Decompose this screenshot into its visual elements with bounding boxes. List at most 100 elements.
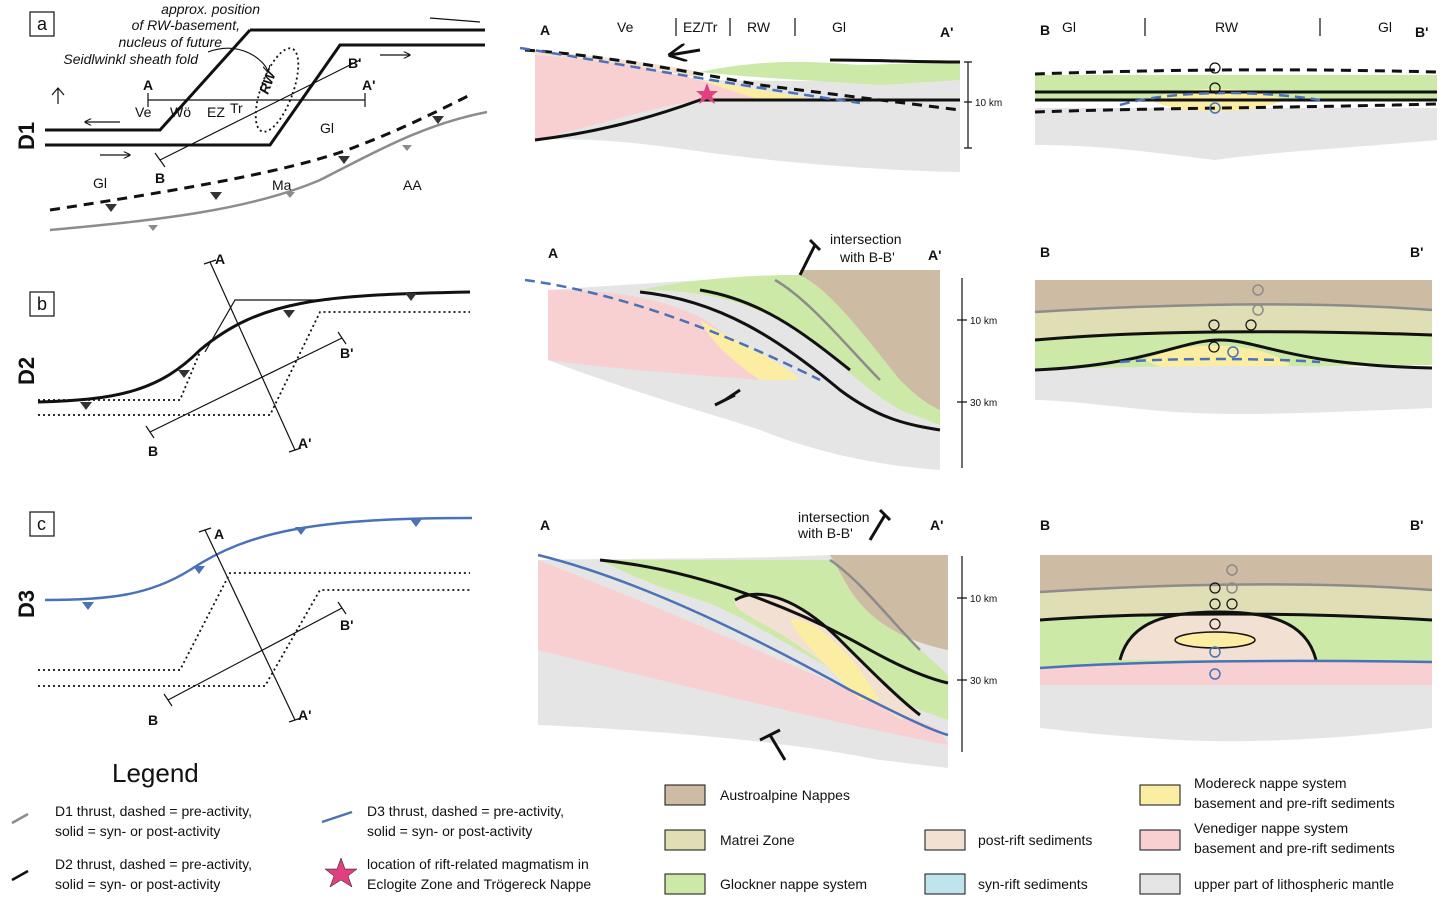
map-c-end-b: B — [148, 712, 158, 728]
map-a-end-aprime: A' — [362, 77, 375, 93]
legend-star-icon — [324, 857, 358, 888]
legend-d3-line — [321, 810, 353, 824]
s1-zone-eztr: EZ/Tr — [683, 19, 718, 35]
legend-d1-1: D1 thrust, dashed = pre-activity, — [55, 803, 252, 819]
map-label-ma: Ma — [272, 177, 292, 193]
legend-postrift: post-rift sediments — [978, 832, 1092, 848]
legend-venediger-1: Venediger nappe system — [1194, 820, 1348, 836]
s3-scale-10km: 10 km — [970, 316, 997, 327]
s1-modereck — [700, 80, 820, 100]
shear-arrow-1 — [429, 17, 481, 23]
panel-letter-a: a — [37, 14, 48, 34]
d1-outline-map-b — [204, 299, 330, 353]
s5-intersection-2: with B-B' — [797, 525, 853, 541]
section-line-bb — [159, 59, 361, 161]
s3-intersection-1: intersection — [830, 231, 902, 247]
s5-scale-30km: 30 km — [970, 676, 997, 687]
panel-letter-b: b — [37, 294, 47, 314]
map-b-end-bprime: B' — [340, 345, 353, 361]
s3-intersection-2: with B-B' — [839, 249, 895, 265]
s4-end-bprime: B' — [1410, 244, 1423, 260]
legend-swatch-glockner — [664, 873, 706, 895]
section-aa-d3: A A' intersection with B-B' 10 km 30 km — [537, 508, 997, 768]
legend-d1-2: solid = syn- or post-activity — [55, 823, 220, 839]
row-label-d2: D2 — [14, 357, 39, 385]
s1-zone-ve: Ve — [617, 19, 634, 35]
panel-letter-box-a — [29, 11, 55, 37]
map-label-ez: EZ — [207, 104, 225, 120]
d3-thrust-map-c — [44, 516, 473, 602]
s1-zone-rw: RW — [747, 19, 771, 35]
map-label-gl2: Gl — [93, 175, 107, 191]
s3-scale-30km: 30 km — [970, 398, 997, 409]
map-c-end-bprime: B' — [340, 617, 353, 633]
map-label-gl1: Gl — [320, 120, 334, 136]
map-b-end-aprime: A' — [298, 435, 311, 451]
s1-end-aprime: A' — [940, 24, 953, 40]
panel-letter-c: c — [37, 514, 46, 534]
s5-end-a: A — [540, 517, 550, 533]
panel-letter-box-c — [29, 511, 55, 537]
s1-end-a: A — [540, 22, 550, 38]
legend-d2-line — [11, 869, 29, 882]
s5-intersection-1: intersection — [798, 509, 870, 525]
map-c: c A A' B B' — [29, 511, 473, 728]
s5-end-aprime: A' — [930, 517, 943, 533]
d1-thrust-outline — [45, 28, 485, 147]
section-bb-d3: B B' — [1039, 517, 1433, 742]
legend-star-2: Eclogite Zone and Trögereck Nappe — [367, 876, 591, 892]
legend-swatch-synrift — [924, 873, 966, 895]
map-c-end-a: A — [214, 526, 224, 542]
map-a-grey-thrust — [49, 110, 488, 232]
legend-d2-1: D2 thrust, dashed = pre-activity, — [55, 856, 252, 872]
legend-swatch-matrei — [664, 829, 706, 851]
legend-d1-line — [11, 812, 29, 825]
map-note-2: of RW-basement, — [132, 17, 240, 33]
map-label-tr: Tr — [230, 100, 243, 116]
map-b-section-aa — [209, 261, 296, 451]
s6-end-bprime: B' — [1410, 517, 1423, 533]
map-a-dashed-thrust — [49, 93, 471, 212]
map-a-end-b: B — [155, 170, 165, 186]
legend-mantle: upper part of lithospheric mantle — [1194, 876, 1394, 892]
map-b-end-b: B — [148, 443, 158, 459]
s2-end-b: B — [1040, 22, 1050, 38]
map-b-end-a: A — [215, 251, 225, 267]
section-bb-d2: B B' — [1034, 244, 1433, 414]
map-note-4: Seidlwinkl sheath fold — [63, 51, 199, 67]
s6-end-b: B — [1040, 517, 1050, 533]
row-label-d3: D3 — [14, 590, 39, 618]
rw-label: RW — [256, 67, 280, 96]
s1-glockner — [700, 61, 960, 85]
s1-magmatism-star — [696, 83, 718, 104]
s1-zone-gl: Gl — [832, 19, 846, 35]
s3-end-a: A — [548, 245, 558, 261]
legend-star-1: location of rift-related magmatism in — [367, 856, 589, 872]
legend-swatch-mantle — [1139, 873, 1181, 895]
dotted-outline-map-b — [38, 311, 470, 416]
map-b-section-bb — [149, 337, 343, 433]
map-note-3: nucleus of future — [118, 34, 222, 50]
section-bb-d1: B B' Gl RW Gl — [1034, 18, 1438, 160]
legend-matrei: Matrei Zone — [720, 832, 795, 848]
legend-glockner: Glockner nappe system — [720, 876, 867, 892]
map-a-end-a: A — [143, 77, 153, 93]
legend-swatch-postrift — [924, 829, 966, 851]
note-leader-arrow — [207, 47, 268, 72]
s2-zone-gl-right: Gl — [1378, 19, 1392, 35]
s2-end-bprime: B' — [1415, 24, 1428, 40]
legend-d3-2: solid = syn- or post-activity — [367, 823, 532, 839]
legend-modereck-2: basement and pre-rift sediments — [1194, 795, 1395, 811]
s4-end-b: B — [1040, 244, 1050, 260]
map-b: b A A' B B' — [29, 251, 471, 459]
s5-scale-10km: 10 km — [970, 594, 997, 605]
legend-swatch-modereck — [1139, 784, 1181, 806]
row-label-d1: D1 — [14, 122, 39, 150]
legend-title: Legend — [112, 758, 199, 788]
legend-synrift: syn-rift sediments — [978, 876, 1088, 892]
map-a: a approx. position of RW-basement, nucle… — [29, 1, 488, 232]
legend-d3-1: D3 thrust, dashed = pre-activity, — [367, 803, 564, 819]
s2-zone-rw: RW — [1215, 19, 1239, 35]
legend-modereck-1: Modereck nappe system — [1194, 775, 1347, 791]
